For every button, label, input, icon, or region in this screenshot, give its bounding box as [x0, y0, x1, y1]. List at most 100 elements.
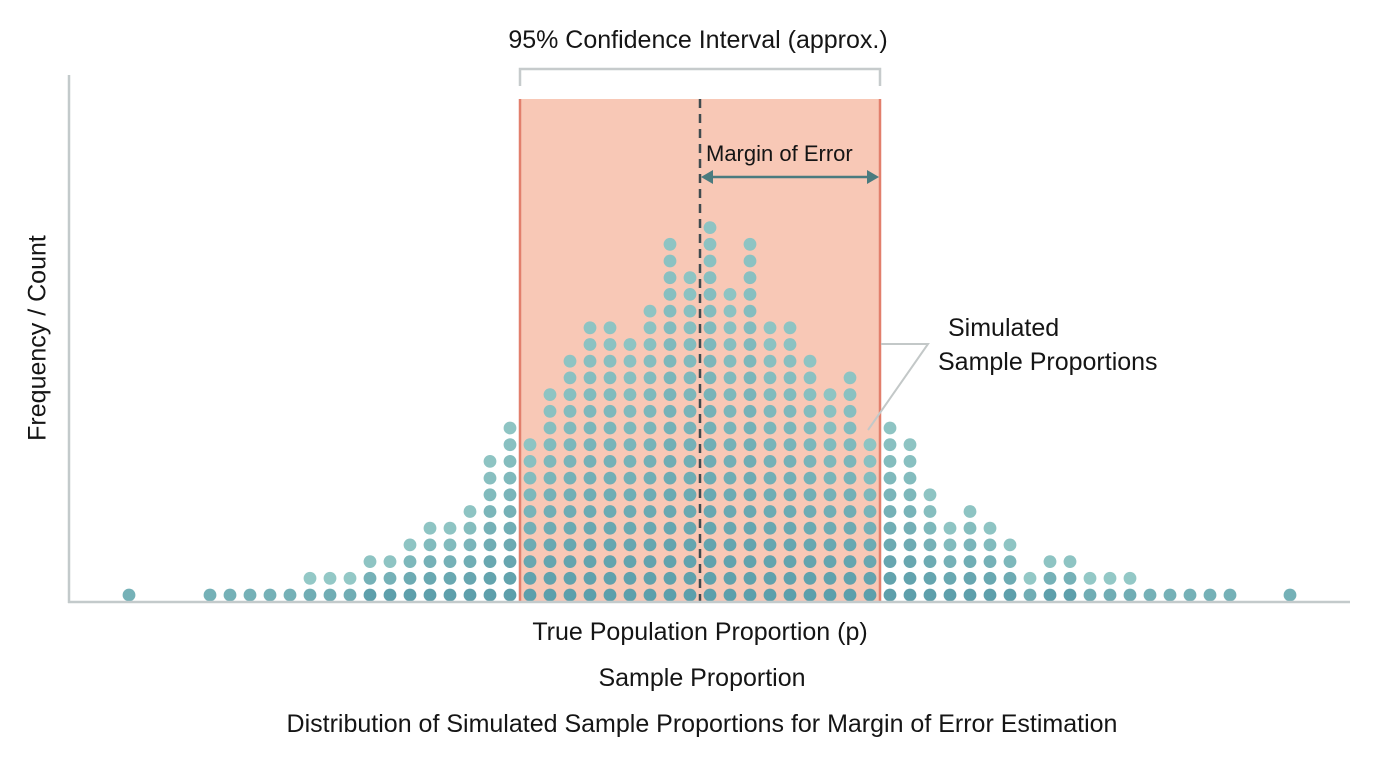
sample-dot [1003, 571, 1017, 585]
sample-dot [643, 304, 657, 318]
sample-dot [603, 488, 617, 502]
sample-dot [503, 505, 517, 518]
sample-dot [883, 505, 897, 518]
sample-dot [923, 505, 937, 518]
sample-dot [723, 505, 737, 518]
sample-dot [543, 404, 557, 418]
sample-dot [623, 338, 637, 351]
sample-dot [723, 555, 737, 568]
sample-dot [923, 588, 937, 602]
sample-dot [923, 555, 937, 568]
sample-dot [803, 588, 817, 602]
sample-dot [623, 588, 637, 602]
ci-bracket [518, 67, 882, 86]
sample-dot [583, 538, 597, 552]
sample-dot [643, 421, 657, 435]
sample-dot [1043, 588, 1057, 602]
sample-dot [603, 538, 617, 552]
sample-dot [843, 455, 857, 468]
sample-dot [963, 538, 977, 552]
sample-dot [843, 388, 857, 401]
sample-dot [603, 388, 617, 401]
sample-dot [743, 404, 757, 418]
sample-dot [303, 571, 317, 585]
sample-dot [703, 521, 717, 535]
sample-dot [563, 421, 577, 435]
sample-dot [823, 471, 837, 485]
sample-dot [483, 555, 497, 568]
sample-dot [543, 455, 557, 468]
sample-dot [823, 404, 837, 418]
sample-dot [543, 421, 557, 435]
sample-dot [383, 571, 397, 585]
sample-dot [423, 571, 437, 585]
sample-dot [783, 555, 797, 568]
sample-dot [723, 371, 737, 385]
ci-title: 95% Confidence Interval (approx.) [508, 26, 888, 54]
sample-dot [903, 488, 917, 502]
sample-dot [563, 571, 577, 585]
sample-dot [623, 538, 637, 552]
sample-dot [963, 555, 977, 568]
sample-dot [923, 521, 937, 535]
sample-dot [863, 471, 877, 485]
sample-dot [663, 371, 677, 385]
sample-dot [743, 538, 757, 552]
sample-dot [603, 588, 617, 602]
sample-dot [543, 571, 557, 585]
sample-dot [963, 588, 977, 602]
sample-dot [683, 321, 697, 335]
sample-dot [783, 571, 797, 585]
sample-dot [763, 404, 777, 418]
sample-dot [643, 488, 657, 502]
sample-dot [503, 471, 517, 485]
sample-dot [563, 471, 577, 485]
sample-dot [963, 571, 977, 585]
sample-dot [923, 488, 937, 502]
sample-dot [463, 571, 477, 585]
sample-dot [403, 555, 417, 568]
sample-dot [763, 555, 777, 568]
sample-dot [803, 421, 817, 435]
sample-dot [743, 488, 757, 502]
sample-dot [503, 421, 517, 435]
sample-dot [703, 438, 717, 452]
sample-dot [623, 471, 637, 485]
sample-dot [663, 471, 677, 485]
sample-dot [623, 521, 637, 535]
sample-dot [643, 471, 657, 485]
sample-dot [743, 237, 757, 251]
sample-dot [423, 555, 437, 568]
sample-dot [683, 505, 697, 518]
sample-dot [1283, 588, 1297, 602]
sample-dot [843, 421, 857, 435]
sample-dot [523, 438, 537, 452]
sample-dot [483, 471, 497, 485]
sample-dot [563, 555, 577, 568]
sample-dot [683, 571, 697, 585]
sample-dot [723, 521, 737, 535]
sample-dot [683, 471, 697, 485]
sample-dot [683, 388, 697, 401]
sample-dot [743, 455, 757, 468]
sample-dot [663, 354, 677, 368]
sample-dot [783, 488, 797, 502]
sample-dot [1083, 571, 1097, 585]
sample-dot [743, 338, 757, 351]
sample-dot [703, 421, 717, 435]
sample-dot [843, 588, 857, 602]
sample-dot [863, 505, 877, 518]
sample-dot [643, 354, 657, 368]
sample-dot [983, 521, 997, 535]
sample-dot [763, 388, 777, 401]
sample-dot [643, 455, 657, 468]
sample-dot [1203, 588, 1217, 602]
sample-dot [863, 588, 877, 602]
sample-dot [643, 404, 657, 418]
sample-dot [683, 421, 697, 435]
sample-dot [363, 588, 377, 602]
sample-dot [663, 321, 677, 335]
sample-dot [443, 555, 457, 568]
sample-dot [743, 288, 757, 301]
sample-dot [603, 555, 617, 568]
